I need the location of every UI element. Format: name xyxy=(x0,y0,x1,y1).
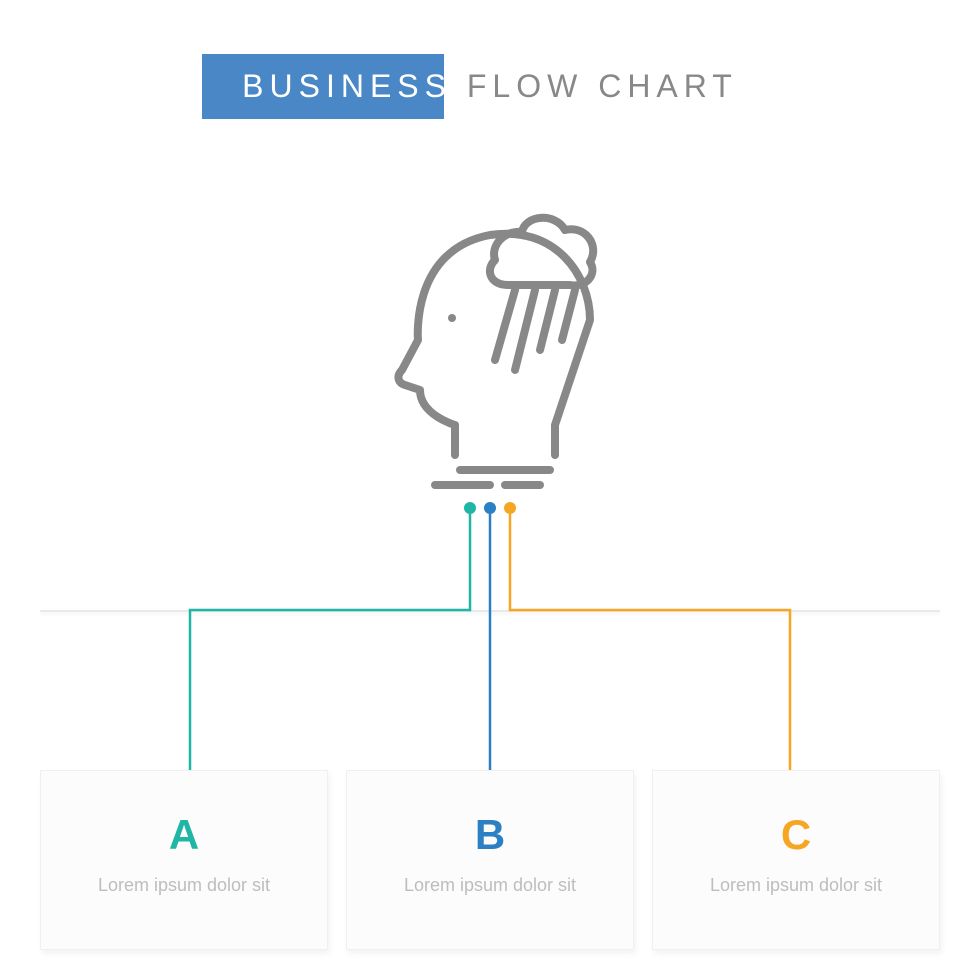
card-c: C Lorem ipsum dolor sit xyxy=(652,770,940,950)
card-text: Lorem ipsum dolor sit xyxy=(653,873,939,897)
title-rest-text: FLOW CHART xyxy=(452,68,738,104)
title-container: BUSINESS FLOW CHART xyxy=(202,54,778,119)
card-b: B Lorem ipsum dolor sit xyxy=(346,770,634,950)
card-a: A Lorem ipsum dolor sit xyxy=(40,770,328,950)
infographic-root: BUSINESS FLOW CHART xyxy=(0,0,980,980)
card-letter: A xyxy=(41,811,327,859)
divider-line xyxy=(40,610,940,612)
card-letter: B xyxy=(347,811,633,859)
card-text: Lorem ipsum dolor sit xyxy=(347,873,633,897)
card-letter: C xyxy=(653,811,939,859)
card-text: Lorem ipsum dolor sit xyxy=(41,873,327,897)
cards-row: A Lorem ipsum dolor sit B Lorem ipsum dolor… xyxy=(40,770,940,950)
brainstorm-head-cloud-icon xyxy=(340,190,640,490)
title-bar: BUSINESS FLOW CHART xyxy=(0,54,980,119)
title-accent-text: BUSINESS xyxy=(242,68,452,104)
page-title: BUSINESS FLOW CHART xyxy=(242,68,738,105)
